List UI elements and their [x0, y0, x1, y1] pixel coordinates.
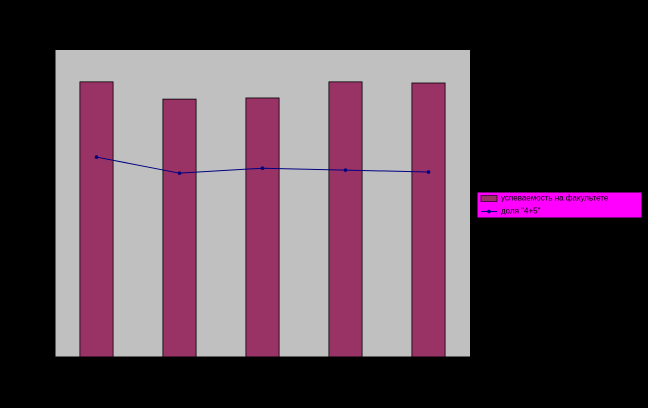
legend-label: успеваемость на факультете — [501, 194, 609, 203]
bar — [411, 82, 446, 358]
legend-label: доля "4+5" — [501, 207, 541, 216]
legend-swatch — [487, 209, 491, 214]
legend — [476, 191, 643, 219]
bar — [328, 81, 363, 358]
legend-swatch — [480, 195, 498, 202]
point — [94, 155, 99, 159]
point — [177, 171, 182, 175]
bar — [162, 98, 197, 358]
point — [260, 166, 265, 170]
point — [426, 170, 431, 174]
bar — [245, 97, 280, 358]
bar — [79, 81, 114, 358]
point — [343, 168, 348, 172]
